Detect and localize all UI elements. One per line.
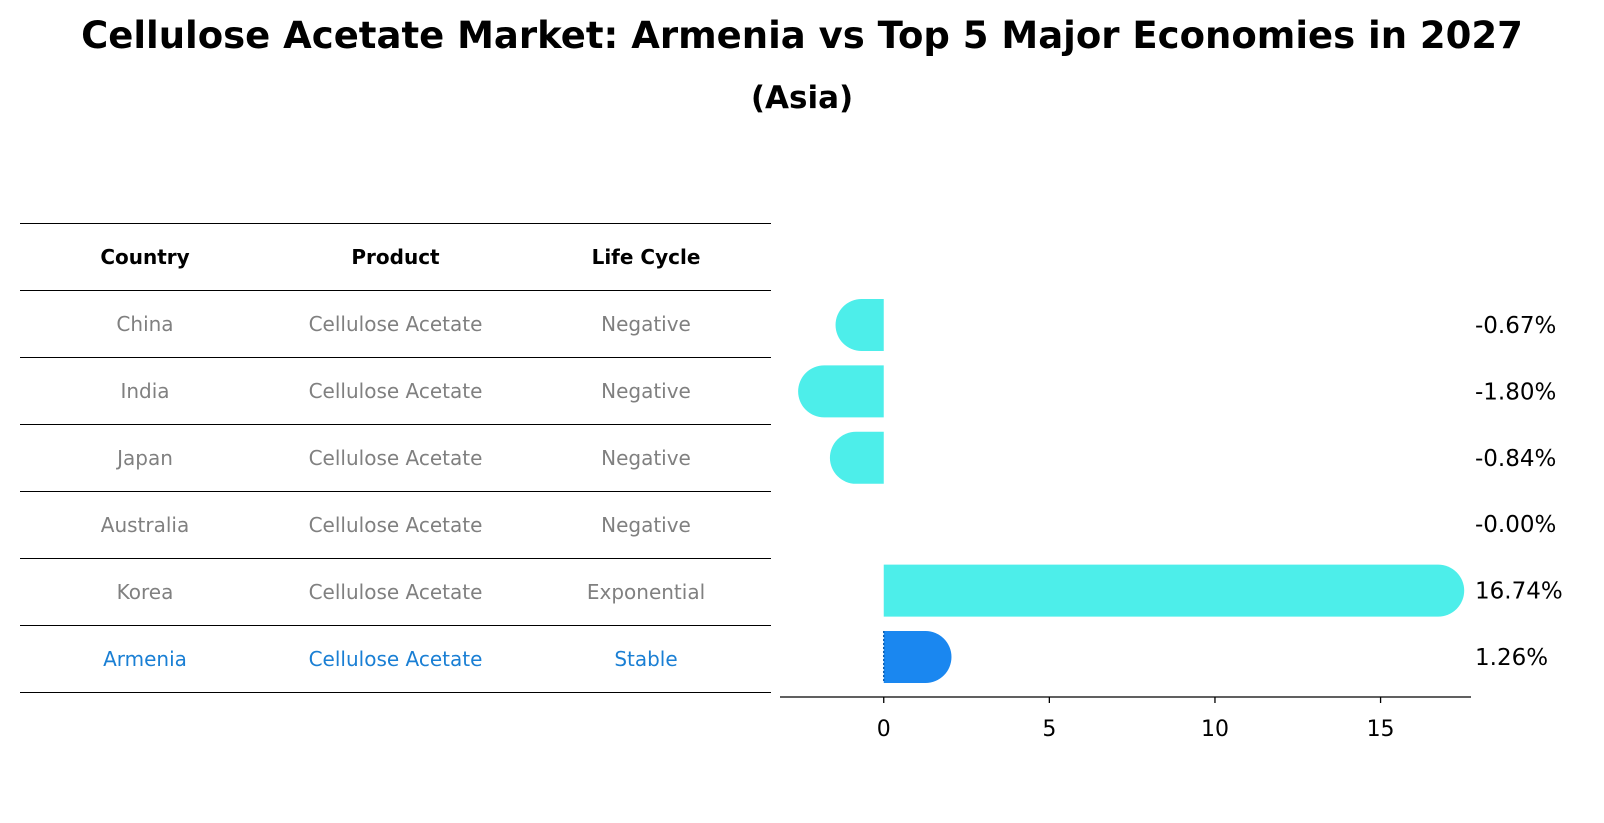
x-tick-label-10: 10 [1201,717,1229,742]
x-tick-label-15: 15 [1367,717,1395,742]
value-label-australia: -0.00% [1475,512,1556,538]
table-row-highlight: Armenia Cellulose Acetate Stable [20,625,771,693]
bar-china [835,299,884,351]
bar-chart: -0.67% -1.80% -0.84% -0.00% 16.74% 1.26% 0 5 10 1… [780,299,1563,742]
chart-title: Cellulose Acetate Market: Armenia vs Top… [81,14,1523,57]
cell-life-cycle: Negative [521,424,771,492]
bar-armenia [883,631,952,683]
table-row: Japan Cellulose Acetate Negative [20,424,771,492]
header-life-cycle: Life Cycle [521,223,771,291]
cell-country: Armenia [20,625,270,693]
cell-life-cycle: Stable [521,625,771,693]
cell-life-cycle: Negative [521,357,771,425]
cell-life-cycle: Negative [521,290,771,358]
table-header-row: Country Product Life Cycle [20,223,771,291]
value-label-india: -1.80% [1475,379,1556,405]
x-tick-label-5: 5 [1042,717,1056,742]
table-row: India Cellulose Acetate Negative [20,357,771,425]
header-country: Country [20,223,270,291]
cell-product: Cellulose Acetate [270,424,521,492]
bar-japan [829,431,884,484]
cell-country: Australia [20,491,270,559]
cell-product: Cellulose Acetate [270,625,521,693]
value-label-japan: -0.84% [1475,446,1556,472]
bar-india [798,365,884,418]
cell-country: Korea [20,558,270,626]
cell-product: Cellulose Acetate [270,357,521,425]
cell-product: Cellulose Acetate [270,491,521,559]
value-label-china: -0.67% [1475,313,1556,339]
chart-subtitle: (Asia) [750,80,854,116]
cell-country: China [20,290,270,358]
table-row: Korea Cellulose Acetate Exponential [20,558,771,626]
cell-product: Cellulose Acetate [270,558,521,626]
x-tick-label-0: 0 [877,717,891,742]
cell-life-cycle: Negative [521,491,771,559]
cell-product: Cellulose Acetate [270,290,521,358]
table-row: Australia Cellulose Acetate Negative [20,491,771,559]
value-label-armenia: 1.26% [1475,645,1548,671]
life-cycle-table: Country Product Life Cycle China Cellulo… [20,223,771,693]
header-product: Product [270,223,521,291]
cell-country: Japan [20,424,270,492]
cell-life-cycle: Exponential [521,558,771,626]
value-label-korea: 16.74% [1475,579,1563,605]
bar-korea [883,564,1465,617]
cell-country: India [20,357,270,425]
table-row: China Cellulose Acetate Negative [20,290,771,358]
